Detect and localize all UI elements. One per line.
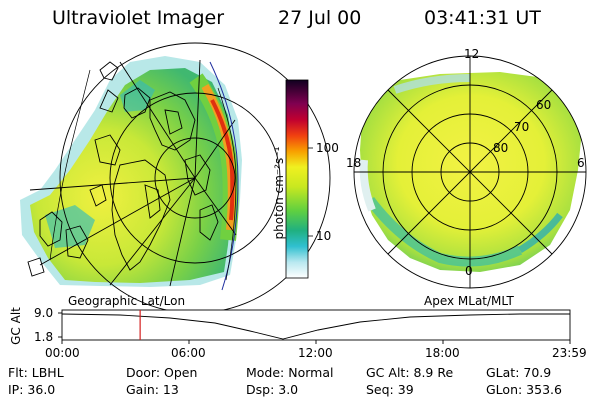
- filter-readout: Flt: LBHL: [8, 365, 64, 380]
- ip-readout: IP: 36.0: [8, 382, 56, 397]
- altitude-tick-low: 1.8: [34, 330, 54, 344]
- mlt-label-12: 12: [464, 47, 480, 61]
- colorbar-tick-100: 100: [316, 141, 339, 155]
- mlt-label-18: 18: [346, 156, 362, 170]
- left-panel-caption: Geographic Lat/Lon: [68, 294, 186, 308]
- polar-image: [353, 55, 587, 289]
- mode-readout: Mode: Normal: [246, 365, 334, 380]
- right-panel-caption: Apex MLat/MLT: [424, 294, 514, 308]
- time-tick-0600: 06:00: [171, 346, 206, 360]
- intensity-colorbar: [285, 79, 313, 279]
- mlt-label-0: 0: [465, 264, 473, 278]
- geographic-image: [20, 42, 331, 314]
- time-tick-0000: 00:00: [45, 346, 80, 360]
- glat-readout: GLat: 70.9: [486, 365, 552, 380]
- colorbar-unit-label: photon cm⁻²s⁻¹: [272, 146, 286, 240]
- time-tick-1800: 18:00: [425, 346, 460, 360]
- dsp-readout: Dsp: 3.0: [246, 382, 299, 397]
- altitude-axis-label: GC Alt: [9, 307, 23, 345]
- mlt-label-6: 6: [577, 156, 585, 170]
- glon-readout: GLon: 353.6: [486, 382, 562, 397]
- altitude-strip: [58, 309, 571, 344]
- altitude-tick-high: 9.0: [34, 306, 54, 320]
- mlat-label-80: 80: [493, 141, 509, 155]
- gc-alt-readout: GC Alt: 8.9 Re: [366, 365, 454, 380]
- time-tick-2359: 23:59: [552, 346, 587, 360]
- mlat-label-70: 70: [514, 120, 530, 134]
- door-readout: Door: Open: [126, 365, 198, 380]
- image-date: 27 Jul 00: [278, 7, 362, 29]
- time-tick-1200: 12:00: [298, 346, 333, 360]
- seq-readout: Seq: 39: [366, 382, 414, 397]
- image-time: 03:41:31 UT: [424, 7, 541, 29]
- mlat-label-60: 60: [536, 98, 552, 112]
- instrument-title: Ultraviolet Imager: [52, 7, 225, 29]
- colorbar-tick-10: 10: [316, 229, 332, 243]
- gain-readout: Gain: 13: [126, 382, 179, 397]
